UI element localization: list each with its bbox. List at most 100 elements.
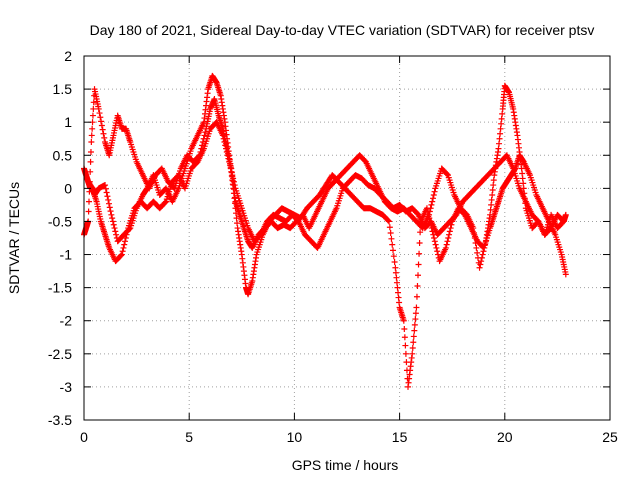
data-point — [401, 334, 408, 341]
data-point — [482, 241, 489, 248]
data-point — [432, 241, 439, 248]
data-point — [431, 235, 438, 241]
data-point — [118, 252, 125, 259]
data-point — [433, 244, 440, 251]
y-tick-label: 0 — [64, 180, 72, 196]
data-point — [111, 225, 118, 232]
grid-lines — [84, 56, 610, 420]
data-point — [162, 199, 169, 206]
y-tick-label: 1 — [64, 114, 72, 130]
data-point — [387, 230, 394, 237]
data-point — [229, 172, 236, 179]
y-tick-label: 2 — [64, 48, 72, 64]
data-point — [470, 225, 477, 232]
data-point — [386, 224, 393, 231]
data-point — [444, 238, 451, 245]
data-point — [385, 217, 392, 224]
data-point — [412, 310, 419, 317]
x-tick-label: 0 — [80, 429, 88, 445]
data-point — [410, 339, 417, 346]
data-point — [221, 139, 228, 146]
axis-ticks: 0 5 10 15 20 25 -3.5 -3 -2.5 -2 -1.5 -1 -0.5 0 0.5 1 1.5… — [48, 48, 618, 445]
data-point — [411, 321, 418, 328]
data-point — [416, 239, 423, 246]
data-point — [414, 282, 421, 289]
data-point — [109, 215, 116, 222]
y-tick-label: -1 — [60, 247, 73, 263]
data-point — [220, 135, 227, 142]
data-point — [107, 208, 114, 215]
data-point — [98, 118, 105, 125]
y-axis-label: SDTVAR / TECUs — [6, 182, 22, 294]
data-point — [88, 132, 95, 139]
data-point — [391, 258, 398, 265]
data-point — [473, 244, 480, 251]
data-point — [230, 178, 237, 185]
data-point — [88, 139, 95, 146]
x-tick-label: 10 — [287, 429, 303, 445]
data-series-layer — [81, 72, 569, 390]
data-point — [199, 142, 206, 149]
data-point — [102, 182, 109, 189]
x-tick-label: 20 — [497, 429, 513, 445]
data-point — [434, 248, 441, 255]
x-axis-label: GPS time / hours — [292, 457, 399, 473]
data-point — [106, 204, 113, 211]
data-point — [230, 175, 237, 182]
data-point — [402, 350, 409, 357]
data-point — [202, 129, 209, 136]
data-point — [122, 238, 129, 245]
data-point — [426, 211, 433, 218]
data-point — [415, 261, 422, 268]
y-tick-label: -3 — [60, 379, 73, 395]
data-point — [226, 158, 233, 165]
data-point — [409, 345, 416, 352]
data-point — [102, 185, 109, 192]
data-point — [201, 132, 208, 139]
data-point — [386, 218, 393, 225]
y-tick-label: -2 — [60, 313, 73, 329]
data-point — [430, 191, 437, 198]
data-point — [400, 317, 407, 324]
data-point — [96, 110, 103, 117]
y-tick-label: -0.5 — [48, 213, 72, 229]
data-point — [103, 189, 110, 196]
data-point — [390, 253, 397, 260]
data-point — [446, 228, 453, 235]
data-point — [413, 304, 420, 311]
data-point — [228, 168, 235, 175]
data-point — [223, 145, 230, 152]
data-point — [90, 105, 97, 112]
data-point — [101, 134, 108, 141]
data-point — [89, 112, 96, 119]
series-trace-c — [85, 119, 567, 265]
data-point — [476, 264, 483, 271]
data-point — [85, 198, 92, 205]
x-tick-label: 15 — [392, 429, 408, 445]
data-point — [559, 217, 566, 224]
data-point — [474, 249, 481, 256]
data-point — [87, 148, 94, 155]
data-point — [219, 132, 226, 139]
data-point — [430, 195, 437, 202]
data-point — [225, 155, 232, 162]
y-tick-label: 0.5 — [53, 147, 73, 163]
data-point — [411, 327, 418, 334]
plot-frame — [83, 55, 611, 421]
y-tick-label: -2.5 — [48, 346, 72, 362]
data-point — [427, 205, 434, 212]
data-point — [479, 251, 486, 258]
data-point — [231, 182, 238, 189]
data-point — [412, 316, 419, 323]
data-point — [110, 221, 117, 228]
y-tick-label: -1.5 — [48, 280, 72, 296]
data-point — [105, 200, 112, 207]
data-point — [109, 218, 116, 225]
data-point — [478, 254, 485, 261]
data-point — [413, 293, 420, 300]
data-point — [124, 228, 131, 235]
data-point — [118, 251, 125, 258]
data-point — [113, 231, 120, 238]
data-point — [390, 247, 397, 254]
